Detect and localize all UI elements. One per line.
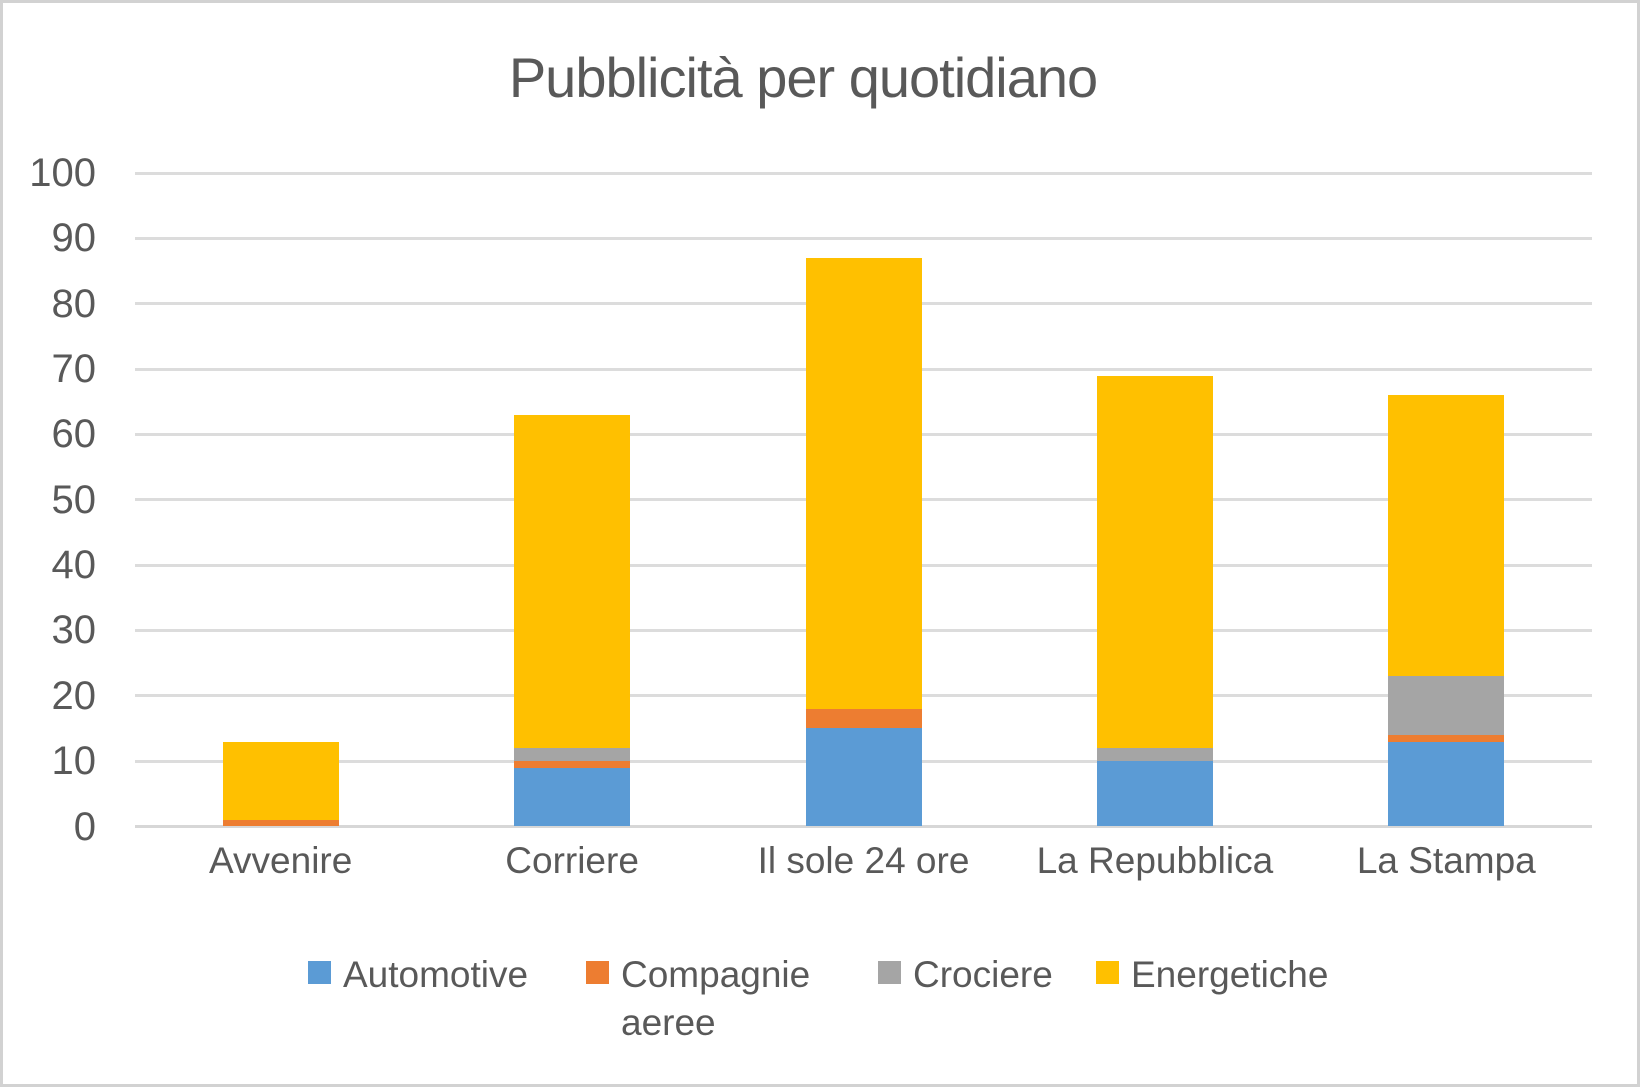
legend-label: Compagnie aeree <box>621 954 811 1043</box>
gridline <box>135 171 1592 175</box>
legend-color-swatch-icon <box>586 961 609 984</box>
x-axis-line <box>135 825 1592 828</box>
bar-segment-automotive-il-sole-24-ore <box>805 728 922 827</box>
legend-color-swatch-icon <box>308 961 331 984</box>
y-tick-label: 20 <box>51 673 97 718</box>
chart-title: Pubblicità per quotidiano <box>508 46 1098 109</box>
bar-segment-compagnie-aeree-corriere <box>514 761 631 768</box>
category-label: Il sole 24 ore <box>757 840 970 881</box>
bar-segment-compagnie-aeree-la-stampa <box>1388 735 1505 742</box>
bar-segment-automotive-la-stampa <box>1388 741 1505 827</box>
y-tick-label: 30 <box>51 608 97 653</box>
y-tick-label: 80 <box>51 281 97 326</box>
y-tick-label: 10 <box>51 739 97 784</box>
bar-segment-energetiche-corriere <box>514 414 631 749</box>
gridline <box>135 236 1592 240</box>
y-tick-label: 100 <box>29 151 96 195</box>
bar-segment-crociere-la-stampa <box>1388 676 1505 735</box>
y-tick-label: 70 <box>51 347 97 392</box>
y-tick-label: 50 <box>51 477 97 522</box>
bar-segment-crociere-corriere <box>514 748 631 762</box>
y-tick-label: 60 <box>51 412 97 457</box>
bar-segment-crociere-la-repubblica <box>1096 748 1213 762</box>
legend-item-compagnie-aeree: Compagnie aeree <box>586 951 821 1047</box>
bar-segment-compagnie-aeree-avvenire <box>222 819 339 827</box>
bar-segment-energetiche-avvenire <box>222 741 339 820</box>
legend-label: Energetiche <box>1131 954 1329 995</box>
y-tick-label: 0 <box>73 804 96 849</box>
legend-label: Crociere <box>913 954 1053 995</box>
category-label: La Stampa <box>1356 840 1536 881</box>
legend-item-automotive: Automotive <box>308 951 528 999</box>
bar-segment-energetiche-il-sole-24-ore <box>805 257 922 709</box>
legend-color-swatch-icon <box>878 961 901 984</box>
legend-item-crociere: Crociere <box>878 951 1053 999</box>
legend-item-energetiche: Energetiche <box>1096 951 1328 999</box>
category-label: La Repubblica <box>1036 840 1274 881</box>
legend-color-swatch-icon <box>1096 961 1119 984</box>
category-label: Corriere <box>505 840 639 881</box>
bar-segment-energetiche-la-stampa <box>1388 395 1505 677</box>
bar-segment-energetiche-la-repubblica <box>1096 375 1213 749</box>
bar-segment-automotive-corriere <box>514 767 631 827</box>
y-tick-label: 90 <box>51 216 97 261</box>
bar-segment-automotive-la-repubblica <box>1096 761 1213 827</box>
category-label: Avvenire <box>209 840 353 881</box>
y-tick-label: 40 <box>51 543 97 588</box>
legend-label: Automotive <box>343 954 529 995</box>
bar-segment-compagnie-aeree-il-sole-24-ore <box>805 708 922 729</box>
